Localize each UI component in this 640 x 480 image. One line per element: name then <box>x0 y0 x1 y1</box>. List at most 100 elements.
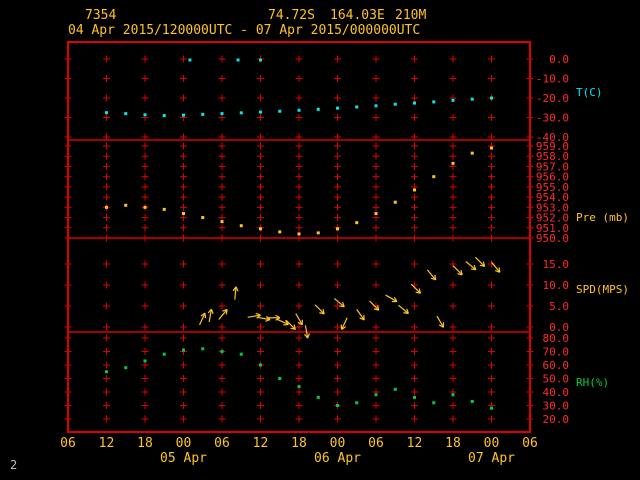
y-axis-value: 958.0 <box>536 150 569 163</box>
x-axis-date-label: 06 Apr <box>314 451 361 466</box>
panel-variable-label: T(C) <box>576 86 603 99</box>
pressure-point <box>470 151 474 155</box>
wind-arrow <box>333 297 345 308</box>
y-axis-value: 40.0 <box>543 386 570 399</box>
temp-point <box>188 58 192 62</box>
y-axis-value: -20.0 <box>536 92 569 105</box>
x-axis-hour-label: 12 <box>407 436 423 451</box>
temp-point <box>143 113 147 117</box>
temp-point <box>201 112 205 116</box>
pressure-point <box>336 227 339 231</box>
x-axis-hour-label: 12 <box>99 436 115 451</box>
temp-point <box>355 105 359 109</box>
x-axis-hour-label: 06 <box>60 436 76 451</box>
temp-point <box>236 58 240 62</box>
rh-point <box>490 406 493 410</box>
wind-arrow <box>452 265 463 276</box>
pressure-point <box>413 188 416 192</box>
y-axis-value: 5.0 <box>549 300 569 313</box>
y-axis-value: 30.0 <box>543 400 570 413</box>
pressure-point <box>432 175 436 179</box>
wind-arrow <box>369 300 380 311</box>
pressure-point <box>393 200 397 204</box>
temp-point <box>413 101 416 105</box>
y-axis-value: 950.0 <box>536 232 569 245</box>
pressure-point <box>490 146 493 150</box>
station-longitude: 164.03E <box>330 8 385 23</box>
station-elevation: 210M <box>395 8 427 23</box>
page-number: 2 <box>10 458 18 472</box>
temp-point <box>336 106 339 110</box>
rh-point <box>239 352 243 356</box>
temp-point <box>297 108 301 112</box>
y-axis-value: 955.0 <box>536 181 569 194</box>
pressure-point <box>239 224 243 228</box>
pressure-point <box>124 203 128 207</box>
plot-frame <box>67 41 531 433</box>
temp-point <box>124 112 128 116</box>
rh-series <box>105 347 493 410</box>
y-axis-value: -40.0 <box>536 131 569 144</box>
station-id: 7354 <box>85 8 117 23</box>
wind-arrow <box>398 304 409 315</box>
axis-labels-layer: 0.0 -10.0 -20.0 -30.0 -40.0 T(C) 959.0958.0957… <box>60 53 629 466</box>
wind-arrow <box>475 256 486 268</box>
wind-arrow <box>257 315 271 322</box>
temp-point <box>182 113 185 117</box>
y-axis-value: 953.0 <box>536 201 569 214</box>
wind-arrow <box>207 308 214 323</box>
y-axis-value: 951.0 <box>536 222 569 235</box>
pressure-point <box>162 207 166 211</box>
temp-point <box>316 107 320 111</box>
rh-point <box>355 401 359 405</box>
rh-point <box>316 395 320 399</box>
wind-arrow <box>218 308 228 320</box>
x-axis-hour-label: 18 <box>291 436 307 451</box>
wind-arrow <box>295 313 303 326</box>
rh-point <box>143 359 147 363</box>
x-axis-hour-label: 06 <box>368 436 384 451</box>
pressure-point <box>451 161 455 165</box>
temp-point <box>278 109 282 113</box>
x-axis-date-label: 05 Apr <box>160 451 207 466</box>
wind-arrow <box>491 261 501 273</box>
rh-point <box>413 395 416 399</box>
rh-point <box>393 387 397 391</box>
series-layer <box>105 58 501 410</box>
rh-point <box>470 399 474 403</box>
rh-point <box>278 377 282 380</box>
y-axis-value: 956.0 <box>536 171 569 184</box>
x-axis-hour-label: 00 <box>484 436 500 451</box>
pressure-point <box>374 211 378 215</box>
temp-point <box>393 102 397 106</box>
y-axis-value: 15.0 <box>543 258 570 271</box>
temp-series <box>105 58 493 118</box>
grid-layer <box>64 41 534 433</box>
y-axis-value: -30.0 <box>536 112 569 125</box>
station-latitude: 74.72S <box>268 8 315 23</box>
temp-point <box>374 104 378 108</box>
pressure-series <box>105 146 493 236</box>
y-axis-value: -10.0 <box>536 73 569 86</box>
pressure-point <box>297 232 301 236</box>
wind-arrow <box>410 283 422 294</box>
temp-point <box>259 110 262 114</box>
x-axis-hour-label: 18 <box>137 436 153 451</box>
rh-point <box>374 393 378 397</box>
x-axis-hour-label: 06 <box>522 436 538 451</box>
pressure-point <box>201 216 205 220</box>
wind-arrow <box>285 319 296 331</box>
temp-point <box>451 98 455 102</box>
temp-point <box>432 100 436 104</box>
y-axis-value: 954.0 <box>536 191 569 204</box>
wind-arrow <box>465 261 477 271</box>
y-axis-value: 60.0 <box>543 359 570 372</box>
y-axis-value: 70.0 <box>543 346 570 359</box>
pressure-point <box>278 230 282 234</box>
pressure-point <box>355 221 359 225</box>
pressure-point <box>143 205 147 209</box>
x-axis-date-label: 07 Apr <box>468 451 515 466</box>
y-axis-value: 10.0 <box>543 279 570 292</box>
